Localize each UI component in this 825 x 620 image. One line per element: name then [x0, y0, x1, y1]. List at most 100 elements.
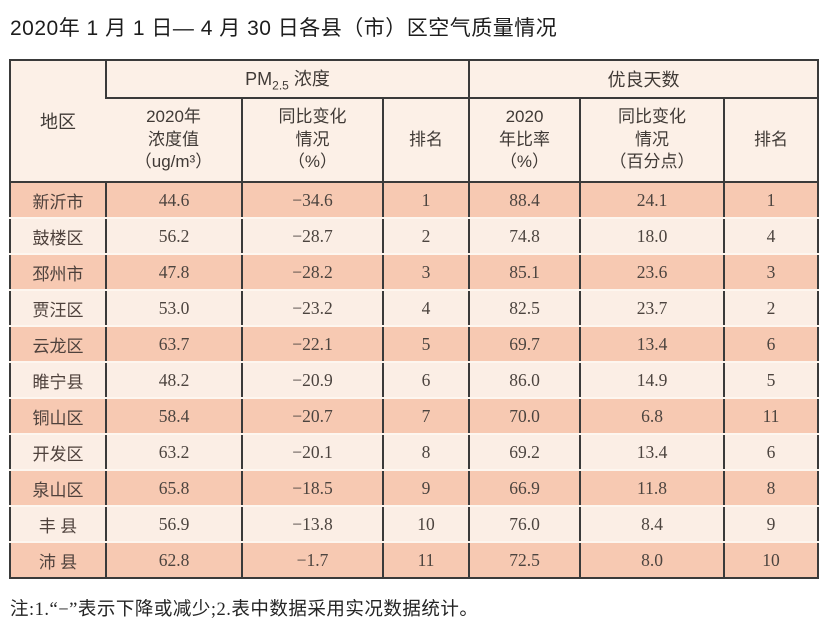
value-cell: −13.8 — [241, 506, 383, 543]
value-cell: 6 — [723, 326, 818, 363]
value-cell: 6.8 — [579, 398, 724, 435]
value-cell: 14.9 — [579, 362, 724, 399]
table-row: 开发区 63.2 −20.1 8 69.2 13.4 6 — [10, 434, 818, 471]
pm25-suffix: 浓度 — [288, 69, 330, 90]
value-cell: 23.6 — [579, 254, 724, 291]
value-cell: 63.2 — [105, 434, 242, 471]
value-cell: 5 — [723, 362, 818, 399]
value-cell: 47.8 — [105, 254, 242, 291]
value-cell: −34.6 — [241, 182, 383, 219]
table-row: 贾汪区 53.0 −23.2 4 82.5 23.7 2 — [10, 290, 818, 327]
value-cell: 3 — [723, 254, 818, 291]
value-cell: 23.7 — [579, 290, 724, 327]
region-cell: 邳州市 — [10, 254, 106, 291]
value-cell: 13.4 — [579, 434, 724, 471]
value-cell: 11 — [382, 542, 469, 578]
col-group-good-days: 优良天数 — [468, 60, 818, 99]
region-cell: 沛 县 — [10, 542, 106, 578]
region-cell: 丰 县 — [10, 506, 106, 543]
table-row: 铜山区 58.4 −20.7 7 70.0 6.8 11 — [10, 398, 818, 435]
table-header: 地区 PM2.5 浓度 优良天数 2020年 浓度值 （ug/m³） 同比变化 … — [10, 60, 818, 183]
value-cell: 66.9 — [468, 470, 580, 507]
value-cell: 1 — [382, 182, 469, 219]
value-cell: −20.9 — [241, 362, 383, 399]
value-cell: 11.8 — [579, 470, 724, 507]
value-cell: 70.0 — [468, 398, 580, 435]
region-cell: 贾汪区 — [10, 290, 106, 327]
header-sub-row: 2020年 浓度值 （ug/m³） 同比变化 情况 （%） 排名 2020 年比… — [10, 98, 818, 183]
footnote: 注:1.“−”表示下降或减少;2.表中数据采用实况数据统计。 — [10, 600, 479, 620]
value-cell: 56.9 — [105, 506, 242, 543]
table-row: 泉山区 65.8 −18.5 9 66.9 11.8 8 — [10, 470, 818, 507]
col-header-pm-change: 同比变化 情况 （%） — [241, 98, 383, 183]
value-cell: 5 — [382, 326, 469, 363]
value-cell: 65.8 — [105, 470, 242, 507]
value-cell: 69.7 — [468, 326, 580, 363]
value-cell: −18.5 — [241, 470, 383, 507]
value-cell: 58.4 — [105, 398, 242, 435]
value-cell: 44.6 — [105, 182, 242, 219]
region-cell: 新沂市 — [10, 182, 106, 219]
air-quality-table: 地区 PM2.5 浓度 优良天数 2020年 浓度值 （ug/m³） 同比变化 … — [9, 59, 819, 579]
region-cell: 泉山区 — [10, 470, 106, 507]
col-header-pm-rank: 排名 — [382, 98, 469, 183]
pm25-subscript: 2.5 — [272, 78, 289, 93]
value-cell: 63.7 — [105, 326, 242, 363]
region-cell: 睢宁县 — [10, 362, 106, 399]
value-cell: −20.1 — [241, 434, 383, 471]
value-cell: 53.0 — [105, 290, 242, 327]
value-cell: 74.8 — [468, 218, 580, 255]
value-cell: −23.2 — [241, 290, 383, 327]
value-cell: 56.2 — [105, 218, 242, 255]
table-row: 云龙区 63.7 −22.1 5 69.7 13.4 6 — [10, 326, 818, 363]
value-cell: 62.8 — [105, 542, 242, 578]
col-group-pm25: PM2.5 浓度 — [105, 60, 469, 99]
col-header-days-rank: 排名 — [723, 98, 818, 183]
value-cell: 9 — [382, 470, 469, 507]
value-cell: 24.1 — [579, 182, 724, 219]
value-cell: 8.0 — [579, 542, 724, 578]
region-cell: 开发区 — [10, 434, 106, 471]
value-cell: 2 — [382, 218, 469, 255]
value-cell: 76.0 — [468, 506, 580, 543]
col-header-region: 地区 — [10, 60, 106, 183]
value-cell: 18.0 — [579, 218, 724, 255]
value-cell: −20.7 — [241, 398, 383, 435]
value-cell: 1 — [723, 182, 818, 219]
region-cell: 云龙区 — [10, 326, 106, 363]
value-cell: 13.4 — [579, 326, 724, 363]
value-cell: 8 — [382, 434, 469, 471]
table-row: 邳州市 47.8 −28.2 3 85.1 23.6 3 — [10, 254, 818, 291]
value-cell: −1.7 — [241, 542, 383, 578]
value-cell: 9 — [723, 506, 818, 543]
value-cell: −22.1 — [241, 326, 383, 363]
table-row: 睢宁县 48.2 −20.9 6 86.0 14.9 5 — [10, 362, 818, 399]
table-row: 沛 县 62.8 −1.7 11 72.5 8.0 10 — [10, 542, 818, 578]
value-cell: 69.2 — [468, 434, 580, 471]
col-header-days-change: 同比变化 情况 （百分点） — [579, 98, 724, 183]
value-cell: 3 — [382, 254, 469, 291]
table-row: 丰 县 56.9 −13.8 10 76.0 8.4 9 — [10, 506, 818, 543]
value-cell: 88.4 — [468, 182, 580, 219]
table-row: 鼓楼区 56.2 −28.7 2 74.8 18.0 4 — [10, 218, 818, 255]
table-body: 新沂市 44.6 −34.6 1 88.4 24.1 1 鼓楼区 56.2 −28.7 2 74.8 1… — [10, 182, 818, 578]
value-cell: 7 — [382, 398, 469, 435]
value-cell: 2 — [723, 290, 818, 327]
value-cell: 11 — [723, 398, 818, 435]
value-cell: 86.0 — [468, 362, 580, 399]
value-cell: 10 — [382, 506, 469, 543]
value-cell: 48.2 — [105, 362, 242, 399]
value-cell: −28.7 — [241, 218, 383, 255]
value-cell: 8 — [723, 470, 818, 507]
value-cell: 6 — [723, 434, 818, 471]
col-header-days-ratio: 2020 年比率 （%） — [468, 98, 580, 183]
header-group-row: 地区 PM2.5 浓度 优良天数 — [10, 60, 818, 183]
value-cell: −28.2 — [241, 254, 383, 291]
pm25-prefix: PM — [245, 69, 273, 90]
value-cell: 72.5 — [468, 542, 580, 578]
value-cell: 4 — [723, 218, 818, 255]
value-cell: 4 — [382, 290, 469, 327]
col-header-pm-value: 2020年 浓度值 （ug/m³） — [106, 98, 242, 183]
region-cell: 铜山区 — [10, 398, 106, 435]
